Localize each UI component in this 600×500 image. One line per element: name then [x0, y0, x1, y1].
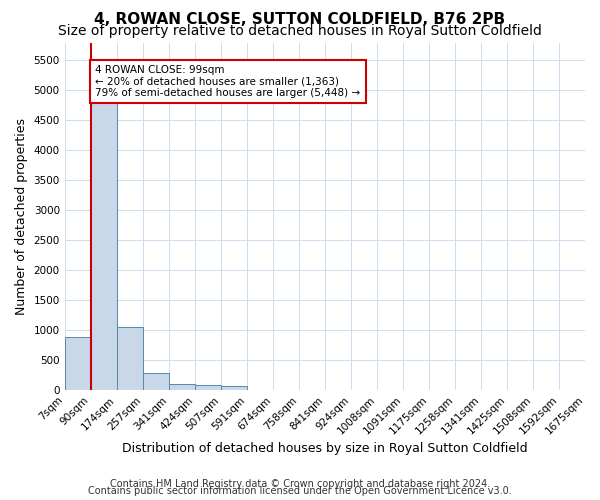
Bar — [169, 384, 195, 390]
Text: 4 ROWAN CLOSE: 99sqm
← 20% of detached houses are smaller (1,363)
79% of semi-de: 4 ROWAN CLOSE: 99sqm ← 20% of detached h… — [95, 65, 361, 98]
Bar — [65, 338, 91, 390]
Bar — [195, 384, 221, 390]
X-axis label: Distribution of detached houses by size in Royal Sutton Coldfield: Distribution of detached houses by size … — [122, 442, 527, 455]
Text: Size of property relative to detached houses in Royal Sutton Coldfield: Size of property relative to detached ho… — [58, 24, 542, 38]
Text: 4, ROWAN CLOSE, SUTTON COLDFIELD, B76 2PB: 4, ROWAN CLOSE, SUTTON COLDFIELD, B76 2P… — [94, 12, 506, 28]
Text: Contains public sector information licensed under the Open Government Licence v3: Contains public sector information licen… — [88, 486, 512, 496]
Bar — [221, 386, 247, 390]
Bar — [143, 372, 169, 390]
Bar — [91, 62, 116, 390]
Y-axis label: Number of detached properties: Number of detached properties — [15, 118, 28, 315]
Text: Contains HM Land Registry data © Crown copyright and database right 2024.: Contains HM Land Registry data © Crown c… — [110, 479, 490, 489]
Bar — [117, 326, 143, 390]
